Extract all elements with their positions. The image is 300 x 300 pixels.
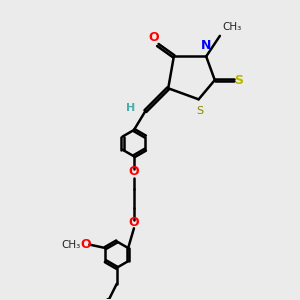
- Text: CH₃: CH₃: [61, 240, 81, 250]
- Text: O: O: [129, 216, 139, 229]
- Text: O: O: [148, 31, 159, 44]
- Text: H: H: [126, 103, 135, 113]
- Text: O: O: [81, 238, 91, 251]
- Text: N: N: [201, 39, 211, 52]
- Text: S: S: [196, 106, 203, 116]
- Text: O: O: [129, 165, 139, 178]
- Text: S: S: [234, 74, 243, 87]
- Text: CH₃: CH₃: [222, 22, 242, 32]
